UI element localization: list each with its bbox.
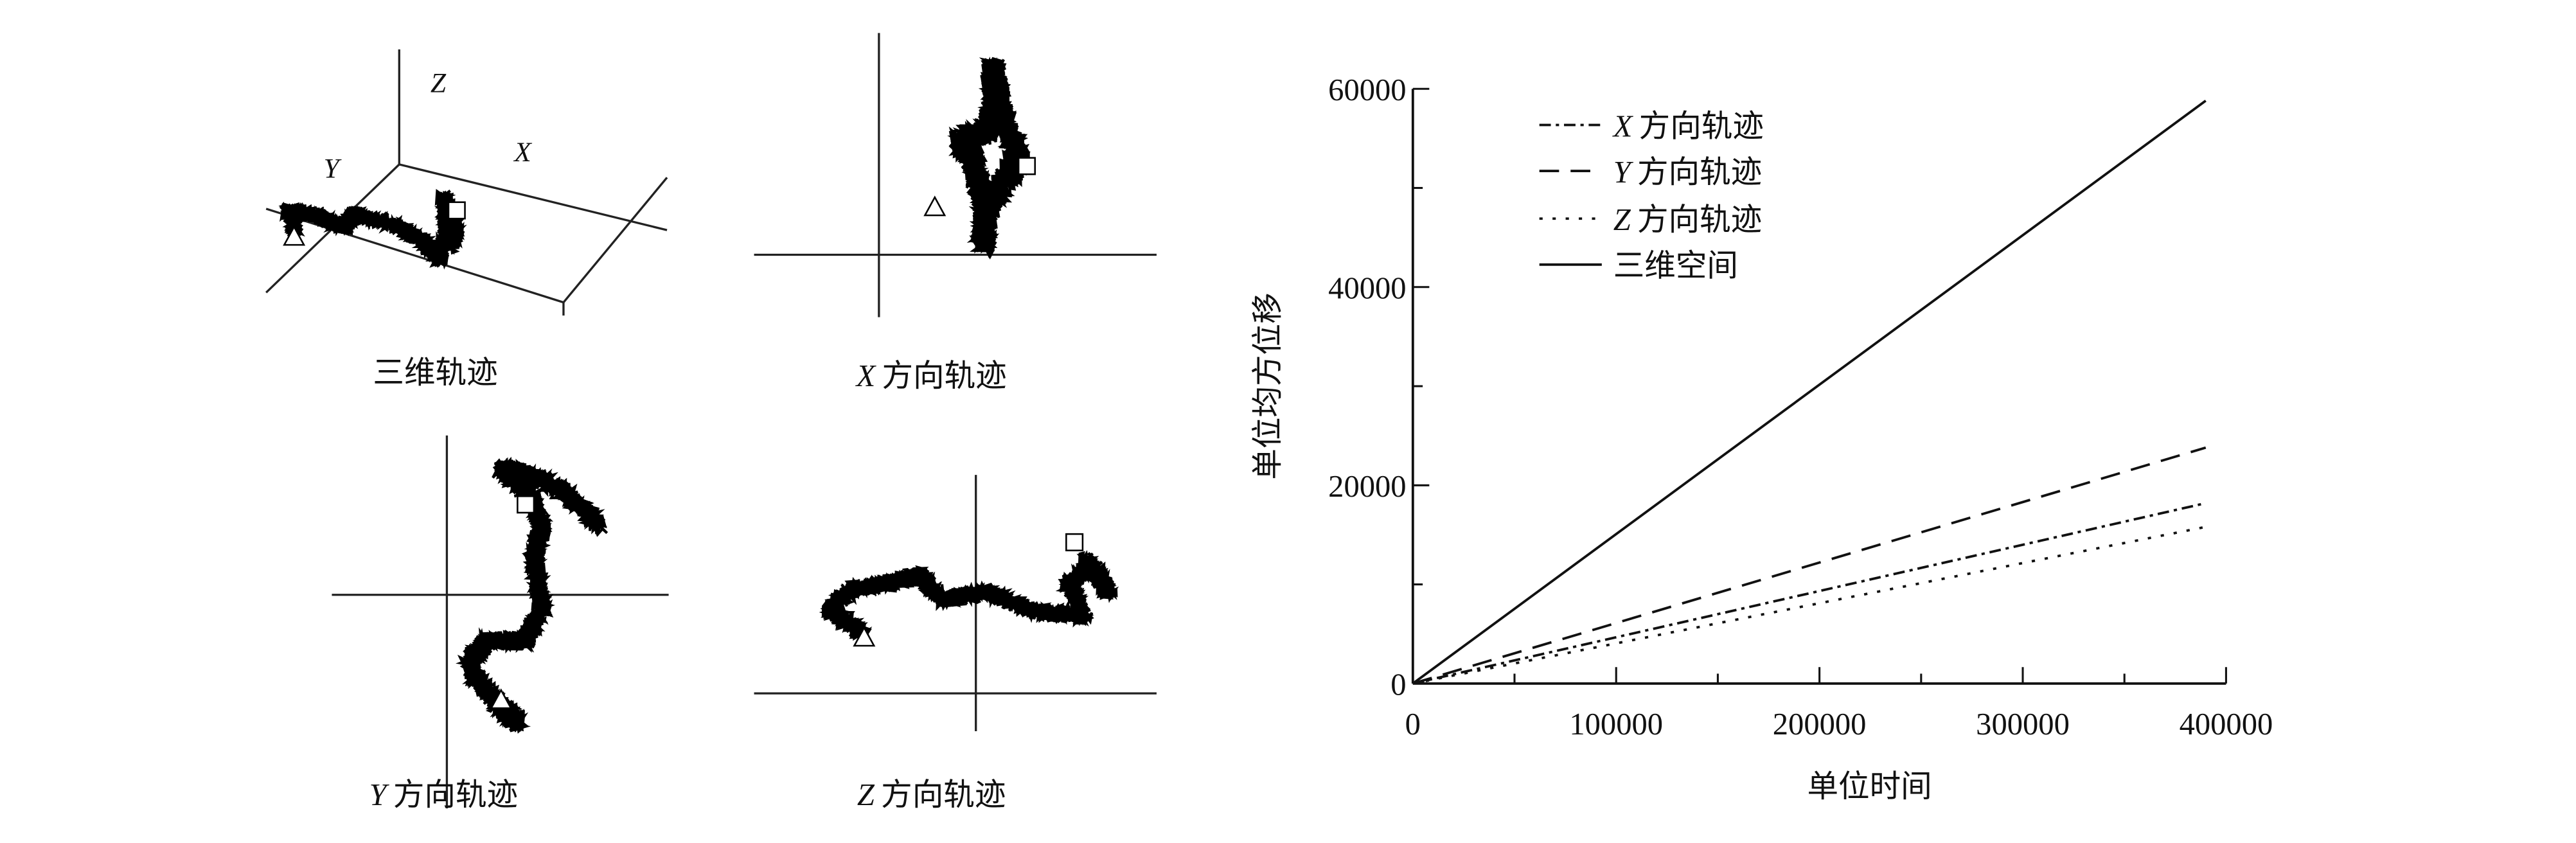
end-square-icon	[1065, 533, 1084, 551]
caption-y: Y 方向轨迹	[369, 777, 519, 812]
legend-letter: X	[1612, 109, 1634, 143]
caption-letter: Y	[369, 777, 390, 812]
box-edge	[265, 208, 564, 304]
y-axis-label: 单位均方位移	[1250, 292, 1285, 479]
start-triangle-icon	[490, 688, 513, 709]
caption-text: 方向轨迹	[881, 777, 1006, 812]
series-line-solid	[1412, 100, 2207, 685]
trajectory-3d	[278, 189, 467, 270]
legend-letter: Z	[1613, 202, 1631, 237]
axis-label-z: Z	[431, 67, 447, 98]
y-tick-label: 40000	[1328, 271, 1406, 306]
x-axis-label: 单位时间	[1807, 769, 1932, 804]
panel-x-trajectory	[754, 33, 1157, 317]
legend-label: Y 方向轨迹	[1613, 155, 1763, 190]
legend-letter: Y	[1613, 155, 1634, 190]
legend-text: 方向轨迹	[1637, 155, 1762, 190]
caption-letter: Z	[857, 777, 875, 812]
legend-label: Z 方向轨迹	[1613, 202, 1763, 237]
caption-letter: X	[855, 359, 877, 393]
msd-chart: 0 100000 200000 300000 400000 0 20000 40000 6000…	[1328, 73, 2273, 741]
end-square-icon	[1017, 157, 1036, 175]
trajectory-x	[947, 57, 1031, 260]
start-triangle-icon	[923, 195, 946, 217]
legend-label: X 方向轨迹	[1612, 109, 1764, 143]
x-tick-label: 300000	[1976, 707, 2070, 741]
start-triangle-icon	[853, 626, 876, 647]
random-walk-trajectories	[278, 57, 1119, 734]
legend-label: 三维空间	[1613, 249, 1738, 283]
x-tick-label: 200000	[1773, 707, 1867, 741]
legend-text: 方向轨迹	[1637, 202, 1762, 237]
axis-label-x: X	[513, 137, 532, 168]
y-tick-label: 0	[1390, 668, 1406, 702]
series-line-dashed	[1412, 446, 2207, 685]
axis-label-y: Y	[324, 153, 342, 184]
series-line-dotted	[1412, 526, 2207, 685]
start-triangle-icon	[283, 225, 306, 246]
caption-text: 方向轨迹	[393, 777, 518, 812]
panel-y-trajectory	[332, 435, 669, 809]
series-line-dash-dot	[1412, 502, 2207, 685]
end-square-icon	[447, 201, 466, 220]
box-edge	[562, 177, 668, 303]
x-tick-label: 100000	[1569, 707, 1663, 741]
x-tick-label: 400000	[2180, 707, 2273, 741]
caption-z: Z 方向轨迹	[857, 777, 1006, 812]
trajectory-z	[819, 550, 1119, 643]
y-tick-label: 60000	[1328, 73, 1406, 107]
caption-3d: 三维轨迹	[373, 355, 497, 390]
legend-text: 方向轨迹	[1639, 109, 1764, 143]
end-square-icon	[517, 495, 535, 514]
caption-x: X 方向轨迹	[855, 359, 1007, 393]
box-edge	[398, 163, 668, 231]
trajectory-y	[456, 456, 608, 734]
y-tick-label: 20000	[1328, 469, 1406, 504]
x-tick-label: 0	[1405, 707, 1421, 741]
caption-text: 方向轨迹	[882, 359, 1006, 393]
